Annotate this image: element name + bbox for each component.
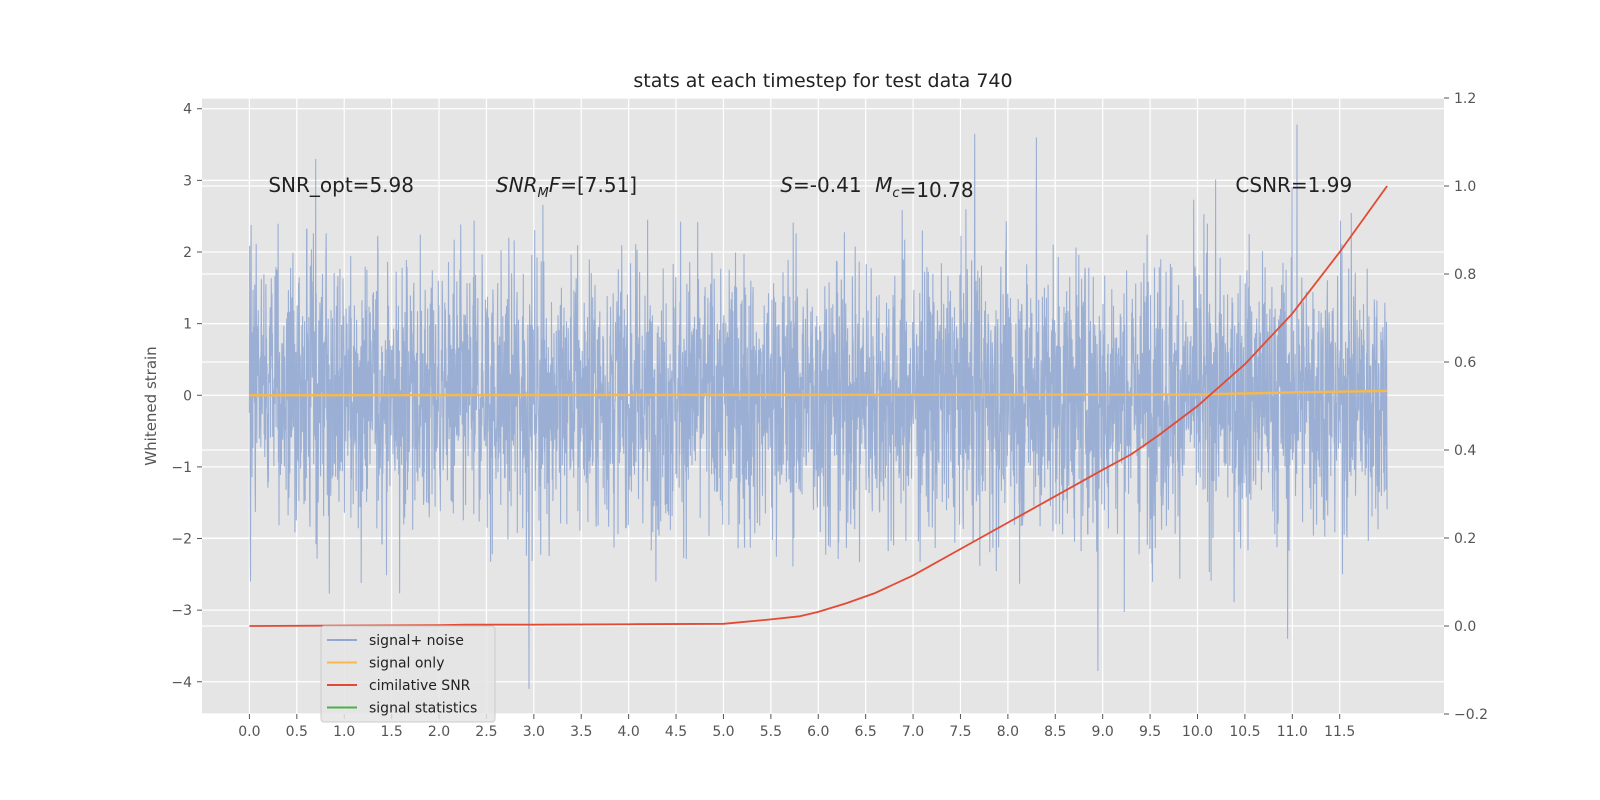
x-tick-label: 2.0 (428, 724, 450, 740)
y-right-tick-label: 0.8 (1454, 267, 1476, 283)
x-tick-label: 5.0 (712, 724, 734, 740)
x-tick-label: 5.5 (760, 724, 782, 740)
x-tick-label: 3.0 (523, 724, 545, 740)
cumulative-snr-line (249, 185, 1388, 627)
x-tick-label: 1.0 (333, 724, 355, 740)
x-tick-label: 9.0 (1092, 724, 1114, 740)
x-tick-label: 8.5 (1044, 724, 1066, 740)
signal-noise-line (248, 124, 1388, 689)
legend-label: signal statistics (369, 701, 477, 717)
x-tick-label: 1.5 (380, 724, 402, 740)
y-tick-label: −1 (171, 460, 192, 476)
y-right-tick-label: 0.6 (1454, 355, 1476, 371)
legend-box (320, 625, 496, 723)
y-tick-label: 2 (183, 245, 192, 261)
signal-noise-series (248, 124, 1388, 689)
annotations: SNR_opt=5.98 SNRMF=[7.51] S=-0.41 Mc=10.78 C… (268, 173, 1352, 202)
signal-only-line (249, 389, 1388, 397)
x-tick-label: 11.0 (1277, 724, 1308, 740)
y-right-tick-label: 0.4 (1454, 443, 1476, 459)
x-tick-label: 3.5 (570, 724, 592, 740)
annotation-text: Mc=10.78 (875, 173, 973, 202)
x-tick-label: 9.5 (1139, 724, 1161, 740)
y-right-tick-label: 1.0 (1454, 179, 1476, 195)
y-tick-label: 4 (183, 102, 192, 118)
annotation-text: CSNR=1.99 (1235, 173, 1352, 197)
x-tick-label: 6.5 (855, 724, 877, 740)
legend-label: cimilative SNR (369, 678, 471, 694)
legend-label: signal+ noise (369, 633, 464, 649)
y-right-tick-label: 0.0 (1454, 619, 1476, 635)
y-tick-label: −2 (171, 532, 192, 548)
legend: signal+ noise signal only cimilative SNR si… (320, 625, 496, 723)
annotation-text: SNR_opt=5.98 (268, 173, 414, 197)
x-tick-label: 4.5 (665, 724, 687, 740)
y-tick-label: −3 (171, 603, 192, 619)
annotation-text: SNRMF=[7.51] (496, 173, 637, 201)
x-tick-label: 11.5 (1324, 724, 1355, 740)
x-tick-label: 8.0 (997, 724, 1019, 740)
axes: 0.0 0.5 1.0 1.5 2.0 2.5 3.0 3.5 4.0 4.5 5.0 5.5 6.0 6… (171, 91, 1488, 740)
x-tick-label: 7.5 (949, 724, 971, 740)
y-right-tick-label: 1.2 (1454, 91, 1476, 107)
x-tick-label: 4.0 (618, 724, 640, 740)
annotation-text: S=-0.41 (780, 173, 861, 197)
y-axis-title: Whitened strain (142, 346, 160, 465)
x-tick-label: 0.5 (286, 724, 308, 740)
y-tick-label: 1 (183, 317, 192, 333)
y-tick-label: −4 (171, 675, 192, 691)
cumulative-snr-series (249, 185, 1388, 627)
signal-only-series (249, 389, 1388, 397)
y-tick-label: 0 (183, 388, 192, 404)
x-tick-label: 0.0 (238, 724, 260, 740)
chart-title: stats at each timestep for test data 740 (633, 70, 1012, 92)
y-right-tick-label: 0.2 (1454, 531, 1476, 547)
legend-label: signal only (369, 656, 444, 672)
y-right-tick-label: −0.2 (1454, 707, 1488, 723)
y-tick-label: 3 (183, 173, 192, 189)
x-tick-label: 6.0 (807, 724, 829, 740)
x-tick-label: 10.0 (1182, 724, 1213, 740)
x-tick-label: 7.0 (902, 724, 924, 740)
x-tick-label: 2.5 (475, 724, 497, 740)
x-tick-label: 10.5 (1229, 724, 1260, 740)
